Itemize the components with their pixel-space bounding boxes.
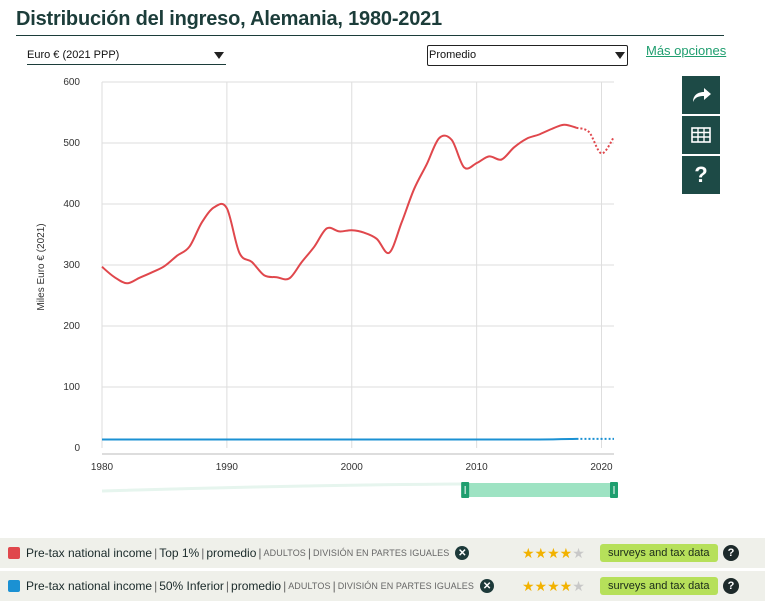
y-tick-label: 300 [63,260,80,271]
slider-selection [464,483,614,497]
legend-row-bottom50: Pre-tax national income | 50% Inferior |… [0,571,765,601]
y-tick-label: 400 [63,199,80,210]
slider-track [101,482,465,493]
y-tick-label: 500 [63,138,80,149]
x-tick-label: 2010 [466,462,489,473]
series-line-1 [102,437,577,441]
remove-series-icon[interactable]: ✕ [455,546,470,560]
x-tick-labels: 1980 1990 2000 2010 2020 [91,462,613,473]
chevron-down-icon [615,52,625,59]
page-title: Distribución del ingreso, Alemania, 1980… [16,8,442,30]
help-icon: ? [694,162,708,187]
y-axis-label: Miles Euro € (2021) [36,223,47,310]
more-options-link[interactable]: Más opciones [646,43,727,58]
legend-row-top1: Pre-tax national income | Top 1% | prome… [0,538,765,568]
legend-population: ADULTOS [288,581,331,591]
series-line-0 [101,123,577,285]
legend-separator: | [307,546,312,560]
share-icon [693,88,711,102]
legend-separator: | [225,579,230,593]
unit-select-value: Euro € (2021 PPP) [27,49,120,61]
title-divider [16,35,724,36]
legend-group: 50% Inferior [159,579,224,593]
share-button[interactable] [682,76,720,114]
series-projection-0 [576,126,615,155]
mode-select-value: Promedio [429,49,477,61]
legend-measure: promedio [206,546,257,560]
table-button[interactable] [682,116,720,154]
y-tick-label: 200 [63,321,80,332]
legend-separator: | [201,546,205,560]
quality-stars: ★★★★★ [522,544,585,561]
y-tick-label: 100 [63,382,80,393]
legend-separator: | [154,546,158,560]
help-button[interactable]: ? [682,156,720,194]
y-tick-labels: 0 100 200 300 400 500 600 [63,77,80,454]
quality-stars: ★★★★★ [522,577,585,594]
legend-group: Top 1% [159,546,200,560]
help-icon[interactable]: ? [723,545,739,561]
series-layer [101,123,615,441]
unit-select[interactable]: Euro € (2021 PPP) [27,46,226,65]
table-icon [691,127,711,143]
legend-indicator: Pre-tax national income [26,546,153,560]
legend-swatch [8,580,20,592]
legend-population: ADULTOS [263,548,306,558]
x-tick-label: 1980 [91,462,114,473]
chevron-down-icon [214,52,224,59]
income-chart: 0 100 200 300 400 500 600 1980 1990 2000 2010 2020… [36,77,618,498]
legend-sharing: DIVISIÓN EN PARTES IGUALES [313,548,450,558]
x-tick-label: 2020 [590,462,613,473]
legend-divider [0,568,765,571]
x-tick-label: 2000 [341,462,364,473]
grid-layer [101,81,614,455]
mode-select[interactable]: Promedio [427,45,628,66]
legend-indicator: Pre-tax national income [26,579,153,593]
legend-sharing: DIVISIÓN EN PARTES IGUALES [337,581,475,591]
legend-separator: | [332,579,336,593]
legend-measure: promedio [231,579,282,593]
help-icon[interactable]: ? [723,578,739,594]
x-tick-label: 1990 [216,462,239,473]
legend-separator: | [154,579,158,593]
legend-separator: | [258,546,262,560]
source-badge[interactable]: surveys and tax data [600,577,718,595]
y-tick-label: 0 [74,443,80,454]
legend-swatch [8,547,20,559]
source-badge[interactable]: surveys and tax data [600,544,718,562]
range-slider[interactable] [101,482,618,498]
legend-separator: | [283,579,287,593]
y-tick-label: 600 [63,77,80,88]
remove-series-icon[interactable]: ✕ [480,579,495,593]
